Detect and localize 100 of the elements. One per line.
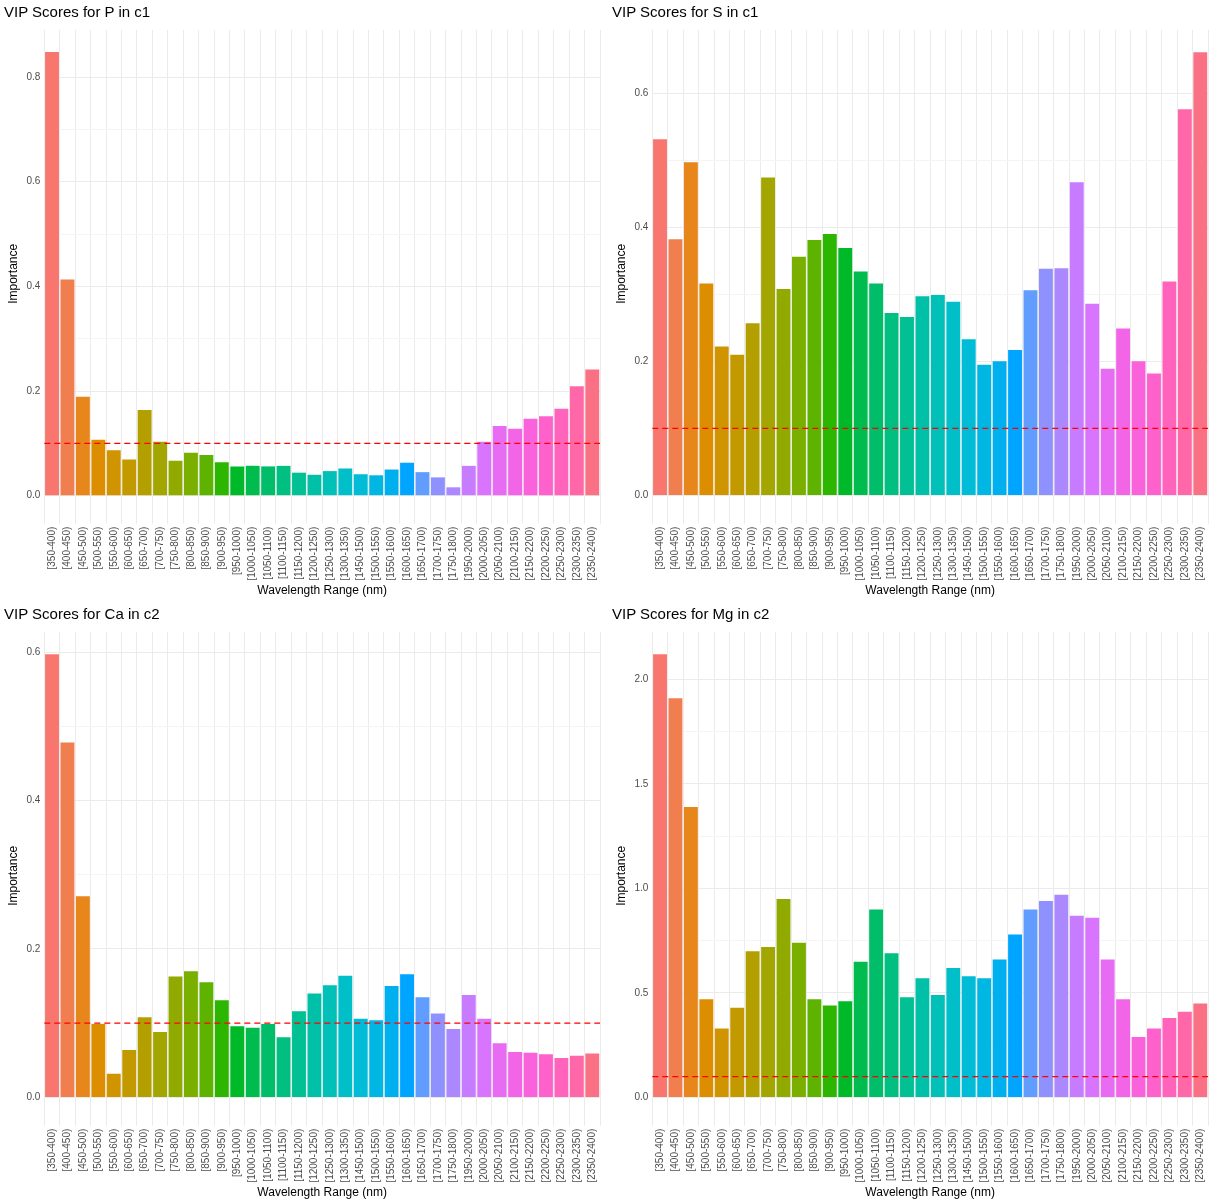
x-tick-label: [1250-1300)	[931, 1128, 943, 1183]
x-tick-label: [2250-2300)	[1163, 1128, 1175, 1183]
bar	[792, 942, 806, 1098]
bar	[184, 971, 198, 1097]
bar	[539, 416, 553, 496]
x-tick-label: [650-700)	[138, 1128, 150, 1172]
x-tick-label: [950-1000)	[231, 1128, 242, 1178]
bar	[261, 466, 276, 496]
x-tick-label: [2000-2050)	[477, 1128, 489, 1183]
x-tick-label: [450-500)	[76, 1128, 88, 1172]
bar	[992, 959, 1007, 1098]
x-tick-label: [950-1000)	[839, 526, 850, 576]
x-tick-label: [1500-1550)	[977, 526, 989, 581]
bar	[430, 477, 445, 496]
bar	[214, 462, 229, 496]
x-tick-label: [1000-1050)	[854, 526, 866, 581]
bar	[838, 248, 853, 496]
bar	[1038, 901, 1053, 1098]
x-tick-label: [2200-2250)	[539, 1128, 551, 1183]
x-tick-label: [1750-1800)	[447, 1128, 459, 1183]
bar	[569, 1055, 584, 1097]
x-tick-label: [850-900)	[200, 1128, 212, 1172]
bar	[961, 976, 976, 1098]
bar	[184, 452, 198, 496]
x-tick-label: [950-1000)	[839, 1128, 850, 1178]
bar	[338, 468, 353, 496]
bar	[91, 1023, 106, 1097]
bar	[1085, 303, 1100, 496]
bar	[946, 967, 961, 1098]
x-tick-label: [2100-2150)	[508, 526, 520, 581]
bar	[446, 1029, 461, 1097]
bar	[230, 1026, 245, 1097]
bar	[554, 1058, 569, 1097]
y-tick-label: 0.4	[26, 794, 41, 806]
x-tick-label: [1050-1100)	[869, 526, 881, 580]
bar	[322, 471, 337, 496]
x-tick-label: [1650-1700)	[416, 526, 428, 581]
y-tick-label: 2.0	[634, 673, 649, 685]
x-tick-label: [750-800)	[777, 526, 789, 570]
bar	[1131, 361, 1146, 496]
x-tick-label: [550-600)	[107, 526, 119, 570]
x-tick-label: [450-500)	[76, 526, 88, 570]
x-tick-label: [1700-1750)	[1039, 1128, 1051, 1183]
chart-title: VIP Scores for Mg in c2	[612, 605, 770, 623]
bar	[1193, 1003, 1208, 1098]
bar	[853, 271, 868, 496]
x-tick-label: [750-800)	[777, 1128, 789, 1172]
bar	[1054, 894, 1069, 1098]
bar	[245, 1027, 260, 1097]
bar	[776, 898, 791, 1098]
x-tick-label: [1000-1050)	[246, 1128, 258, 1183]
x-tick-label: [750-800)	[169, 1128, 181, 1172]
x-tick-label: [2050-2100)	[493, 1128, 505, 1183]
x-tick-label: [500-550)	[700, 1128, 712, 1172]
bar	[585, 369, 600, 496]
x-tick-label: [1100-1150)	[885, 1128, 897, 1182]
x-tick-label: [2350-2400)	[586, 1128, 598, 1183]
bar	[477, 1018, 492, 1097]
bar	[122, 459, 137, 496]
bar	[106, 450, 121, 496]
bar	[714, 346, 729, 496]
bar	[60, 742, 75, 1097]
bar	[884, 953, 899, 1098]
x-tick-label: [1500-1550)	[369, 1128, 381, 1183]
x-tick-label: [1200-1250)	[308, 526, 320, 581]
y-tick-label: 0.4	[634, 220, 649, 232]
bar	[1162, 1018, 1177, 1098]
x-tick-label: [2150-2200)	[524, 1128, 536, 1183]
x-tick-label: [400-450)	[669, 1128, 681, 1172]
bar	[75, 896, 90, 1097]
bar	[307, 993, 322, 1097]
bar	[869, 283, 884, 496]
x-tick-label: [1450-1500)	[962, 1128, 974, 1183]
x-tick-label: [2200-2250)	[539, 526, 551, 581]
x-tick-label: [2050-2100)	[1101, 526, 1113, 581]
x-tick-label: [1250-1300)	[323, 526, 335, 581]
x-tick-label: [650-700)	[746, 526, 758, 570]
bar	[822, 1005, 837, 1098]
bar	[884, 313, 899, 496]
x-axis-title: Wavelength Range (nm)	[865, 1185, 995, 1200]
x-tick-label: [2200-2250)	[1147, 1128, 1159, 1183]
x-tick-label: [600-650)	[730, 1128, 742, 1172]
bar	[153, 1032, 168, 1097]
x-tick-label: [2350-2400)	[586, 526, 598, 581]
x-tick-label: [1100-1150)	[885, 526, 897, 580]
bar	[1008, 934, 1022, 1098]
bar	[1162, 281, 1177, 496]
x-tick-label: [1550-1600)	[385, 1128, 397, 1183]
x-tick-label: [1300-1350)	[947, 526, 959, 581]
bar	[1069, 182, 1084, 496]
x-tick-label: [900-950)	[215, 1128, 227, 1172]
x-tick-label: [450-500)	[684, 1128, 696, 1172]
y-tick-label: 0.8	[26, 70, 41, 82]
bar	[106, 1073, 121, 1097]
x-tick-label: [500-550)	[92, 1128, 104, 1172]
x-tick-label: [350-400)	[653, 1128, 665, 1172]
bar	[653, 654, 667, 1098]
x-tick-label: [900-950)	[215, 526, 227, 570]
bar	[430, 1013, 445, 1097]
bar	[699, 999, 714, 1098]
